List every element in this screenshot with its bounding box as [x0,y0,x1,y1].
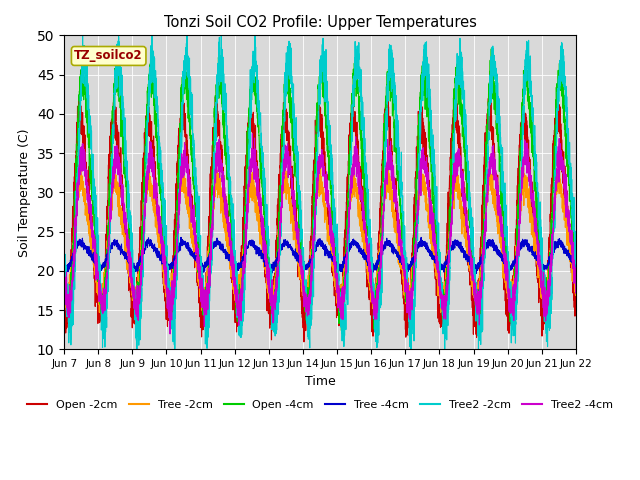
Tree -2cm [152,225,160,231]
Tree2 -2cm [301,291,308,297]
Open -4cm [488,46,495,52]
X-axis label: Time: Time [305,374,335,387]
Tree2 -4cm [464,228,472,234]
Open -2cm [406,285,414,291]
Open -4cm [435,269,442,275]
Tree2 -2cm [435,240,442,246]
Open -4cm [152,110,160,116]
Open -4cm [406,303,414,309]
Open -2cm [152,195,160,201]
Line: Tree2 -2cm: Tree2 -2cm [64,36,576,349]
Tree -2cm [464,256,472,262]
Open -4cm [337,328,345,334]
Tree2 -4cm [572,280,580,286]
Text: TZ_soilco2: TZ_soilco2 [74,49,143,62]
Tree2 -2cm [79,33,86,38]
Tree -4cm [301,262,308,267]
Tree -4cm [406,265,414,271]
Tree2 -4cm [60,276,68,282]
Title: Tonzi Soil CO2 Profile: Upper Temperatures: Tonzi Soil CO2 Profile: Upper Temperatur… [164,15,476,30]
Tree2 -2cm [572,268,580,274]
Tree2 -2cm [464,180,472,185]
Tree -4cm [472,270,480,276]
Tree2 -4cm [166,331,174,337]
Open -2cm [572,292,579,298]
Tree2 -2cm [133,347,141,352]
Tree2 -2cm [60,250,68,256]
Open -4cm [572,281,580,287]
Tree -2cm [98,312,106,318]
Tree2 -4cm [248,131,256,137]
Tree2 -2cm [152,80,160,86]
Tree -4cm [60,261,68,267]
Tree2 -4cm [301,296,308,301]
Tree2 -4cm [572,269,579,275]
Tree -2cm [417,161,424,167]
Line: Open -2cm: Open -2cm [64,94,576,342]
Open -4cm [463,170,471,176]
Tree2 -2cm [406,323,414,328]
Tree2 -4cm [406,316,414,322]
Tree -2cm [406,284,414,290]
Tree2 -4cm [152,197,160,203]
Open -2cm [435,303,442,309]
Tree -2cm [572,291,580,297]
Open -4cm [301,295,308,300]
Open -2cm [301,322,308,327]
Tree -4cm [572,264,579,270]
Tree -4cm [152,247,160,252]
Tree -2cm [572,291,579,297]
Legend: Open -2cm, Tree -2cm, Open -4cm, Tree -4cm, Tree2 -2cm, Tree2 -4cm: Open -2cm, Tree -2cm, Open -4cm, Tree -4… [23,396,617,415]
Line: Open -4cm: Open -4cm [64,49,576,331]
Tree -2cm [301,276,308,282]
Open -2cm [213,91,221,97]
Tree -4cm [435,264,442,269]
Tree -2cm [60,287,68,293]
Tree2 -4cm [435,279,442,285]
Tree -4cm [572,264,580,269]
Line: Tree -2cm: Tree -2cm [64,164,576,315]
Open -2cm [60,300,68,306]
Open -4cm [60,254,68,260]
Open -2cm [300,339,308,345]
Y-axis label: Soil Temperature (C): Soil Temperature (C) [18,128,31,257]
Open -2cm [572,308,580,314]
Open -4cm [572,272,579,277]
Line: Tree -4cm: Tree -4cm [64,237,576,273]
Open -2cm [464,262,472,268]
Tree -4cm [463,254,471,260]
Tree -2cm [435,283,442,289]
Tree -4cm [177,234,185,240]
Tree2 -2cm [572,228,579,234]
Line: Tree2 -4cm: Tree2 -4cm [64,134,576,334]
